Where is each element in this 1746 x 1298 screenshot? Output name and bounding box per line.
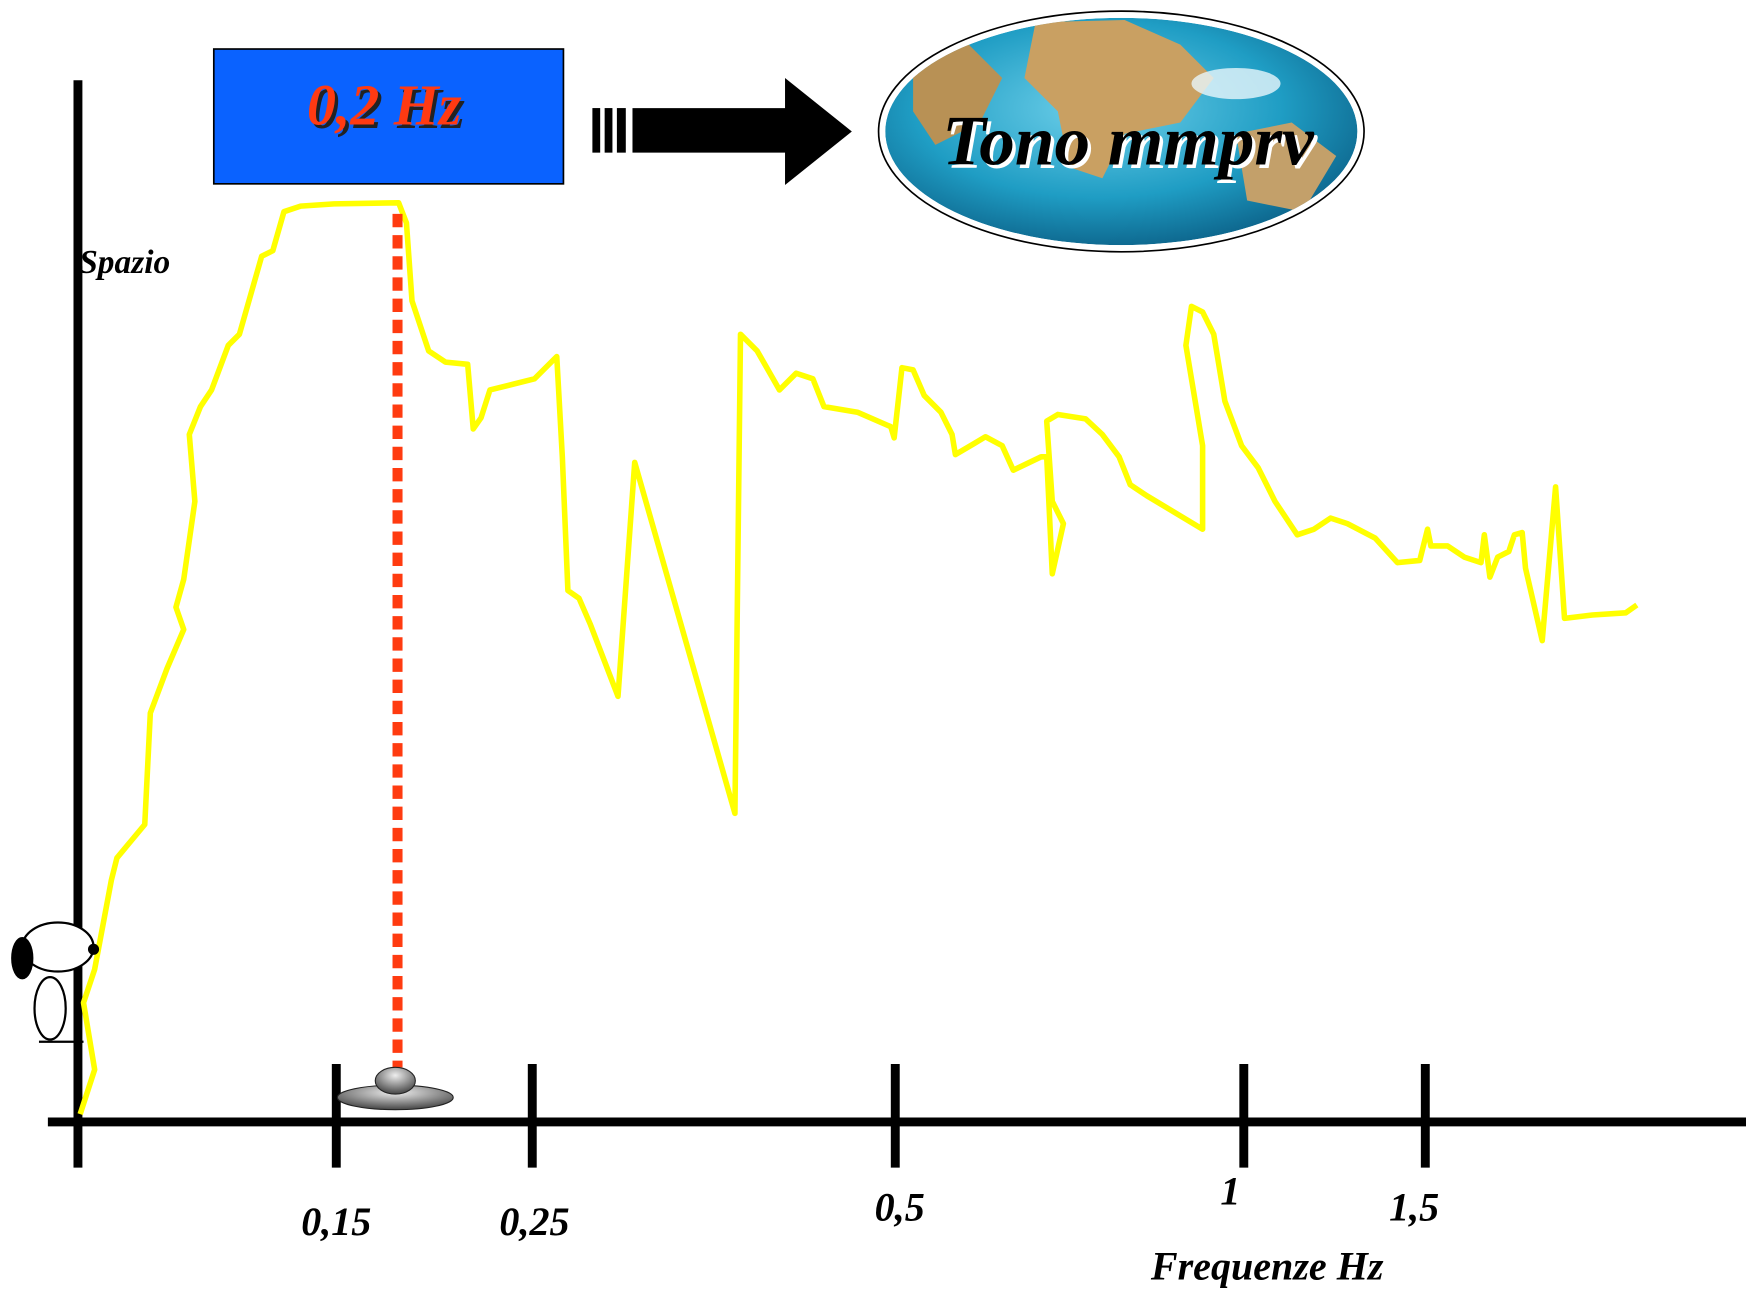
globe-text: Tono mmprv: [942, 102, 1315, 181]
y-axis-label: Spazio: [79, 244, 170, 281]
x-tick-label: 0,5: [875, 1184, 925, 1229]
ufo-icon: [337, 1067, 453, 1109]
spectrum-curve: [80, 203, 1637, 1114]
badge-text: 0,2 Hz: [307, 73, 462, 138]
page: {"badge": "0,2 Hz", "globe_label": "Tono…: [0, 0, 1746, 1298]
slide: 0,2 Hz 0,2 Hz Tono mmprv Tono mmprv Spaz…: [0, 0, 1746, 1298]
axes: [48, 80, 1746, 1167]
arrow: [592, 78, 851, 185]
x-tick-label: 1: [1220, 1169, 1240, 1214]
x-axis-label: Frequenze Hz: [1150, 1243, 1384, 1288]
x-tick-label: 0,25: [499, 1199, 569, 1244]
x-tick-label: 1,5: [1389, 1184, 1439, 1229]
x-tick-label: 0,15: [301, 1199, 371, 1244]
